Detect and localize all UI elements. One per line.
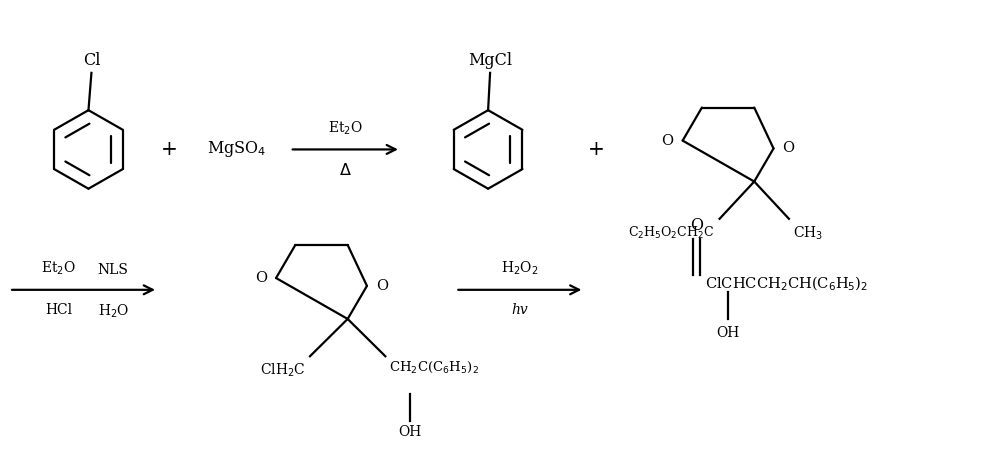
Text: CH$_2$C(C$_6$H$_5$)$_2$: CH$_2$C(C$_6$H$_5$)$_2$ (389, 360, 479, 376)
Text: O: O (690, 217, 703, 234)
Text: hv: hv (511, 303, 528, 317)
Text: O: O (255, 271, 267, 285)
Text: +: + (588, 140, 605, 159)
Text: Cl: Cl (83, 52, 100, 69)
Text: MgSO$_4$: MgSO$_4$ (207, 140, 267, 159)
Text: HCl: HCl (45, 303, 72, 317)
Text: CH$_3$: CH$_3$ (793, 225, 823, 242)
Text: ClCHCCH$_2$CH(C$_6$H$_5$)$_2$: ClCHCCH$_2$CH(C$_6$H$_5$)$_2$ (705, 275, 868, 293)
Text: OH: OH (716, 326, 740, 340)
Text: ClH$_2$C: ClH$_2$C (260, 361, 306, 379)
Text: H$_2$O$_2$: H$_2$O$_2$ (501, 260, 539, 277)
Text: +: + (161, 140, 178, 159)
Text: O: O (782, 141, 795, 155)
Text: Et$_2$O: Et$_2$O (41, 260, 76, 277)
Text: C$_2$H$_5$O$_2$CH$_2$C: C$_2$H$_5$O$_2$CH$_2$C (628, 225, 715, 241)
Text: O: O (376, 279, 388, 293)
Text: NLS: NLS (98, 263, 129, 277)
Text: OH: OH (399, 425, 422, 439)
Text: Et$_2$O: Et$_2$O (328, 119, 363, 137)
Text: O: O (662, 134, 674, 148)
Text: $\Delta$: $\Delta$ (339, 162, 352, 179)
Text: MgCl: MgCl (468, 52, 512, 69)
Text: H$_2$O: H$_2$O (98, 303, 129, 320)
